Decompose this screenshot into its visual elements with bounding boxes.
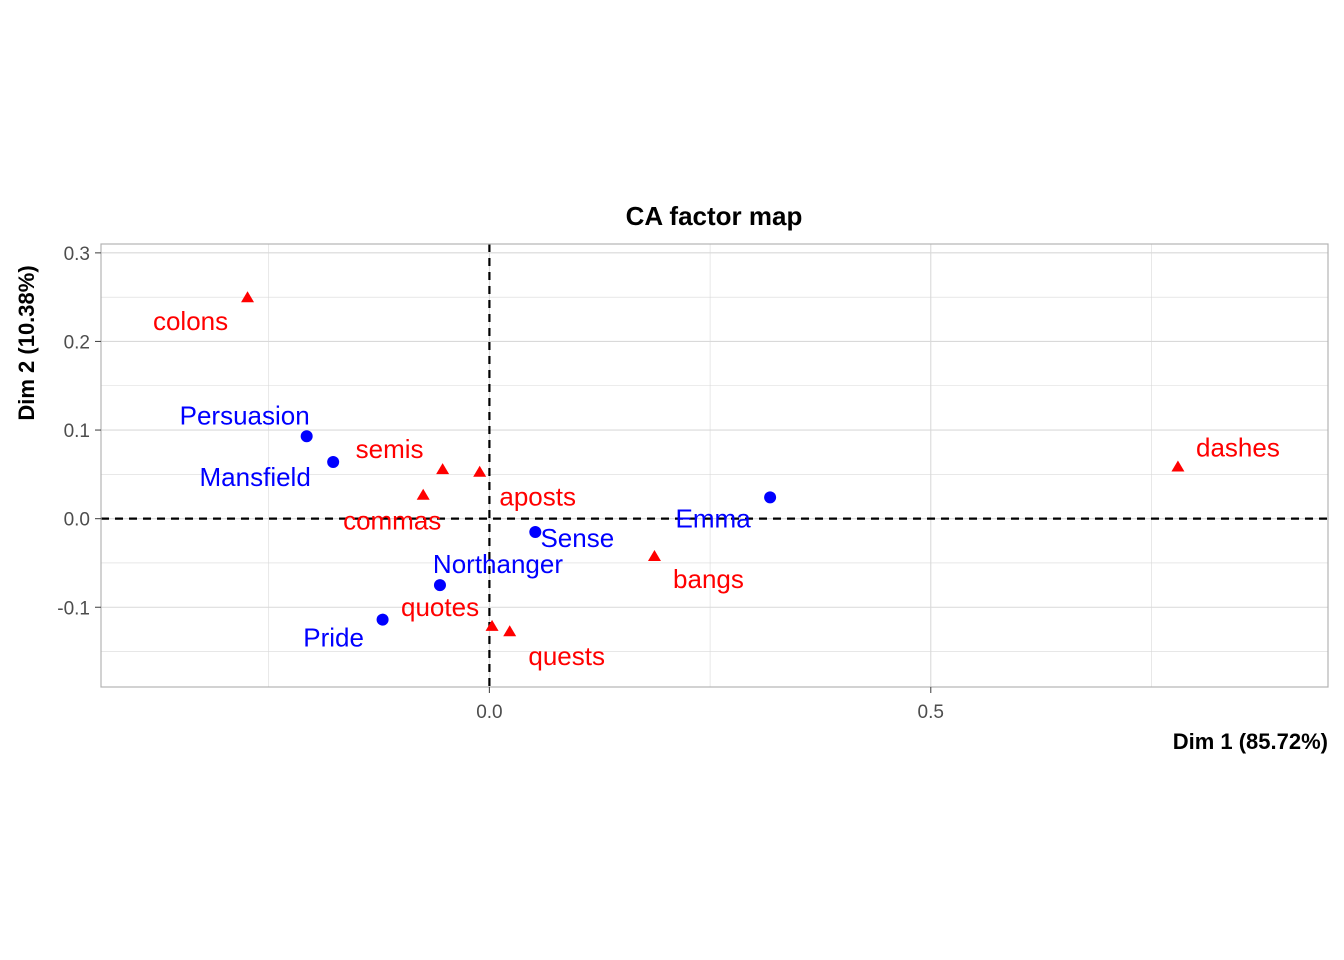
label-emma: Emma <box>676 503 752 533</box>
label-persuasion: Persuasion <box>180 400 310 430</box>
data-markers <box>241 291 1185 637</box>
point-pride <box>376 613 389 626</box>
y-tick-label: -0.1 <box>57 598 90 619</box>
y-tick-label: 0.1 <box>64 421 90 442</box>
axis-ticks: 0.0 0.5 -0.1 0.0 0.1 0.2 0.3 <box>57 244 944 723</box>
point-emma <box>764 491 777 504</box>
label-quotes: quotes <box>401 592 479 622</box>
x-tick-label: 0.0 <box>476 702 502 723</box>
label-mansfield: Mansfield <box>200 462 311 492</box>
label-aposts: aposts <box>499 482 576 512</box>
point-semis <box>436 463 450 475</box>
point-dashes <box>1171 460 1185 472</box>
chart-title: CA factor map <box>626 201 803 231</box>
y-tick-label: 0.2 <box>64 332 90 353</box>
point-persuasion <box>300 430 313 443</box>
y-tick-label: 0.3 <box>64 244 90 265</box>
point-quests <box>503 625 517 637</box>
reference-lines <box>101 244 1328 687</box>
point-sense <box>529 525 542 538</box>
label-commas: commas <box>343 506 441 536</box>
label-quests: quests <box>528 641 605 671</box>
point-bangs <box>647 549 661 561</box>
x-axis-title: Dim 1 (85.72%) <box>1173 729 1328 754</box>
point-mansfield <box>327 455 340 468</box>
label-colons: colons <box>153 306 228 336</box>
label-bangs: bangs <box>673 564 744 594</box>
label-pride: Pride <box>303 623 364 653</box>
y-tick-label: 0.0 <box>64 510 90 531</box>
label-northanger: Northanger <box>433 549 563 579</box>
x-tick-label: 0.5 <box>918 702 944 723</box>
point-aposts <box>473 465 487 477</box>
point-colons <box>241 291 255 303</box>
label-semis: semis <box>356 434 424 464</box>
label-dashes: dashes <box>1196 432 1280 462</box>
label-sense: Sense <box>540 523 614 553</box>
point-quotes <box>485 619 499 631</box>
y-axis-title: Dim 2 (10.38%) <box>14 265 39 420</box>
point-northanger <box>433 579 446 592</box>
minor-gridlines <box>101 244 1328 687</box>
panel-border <box>100 243 1329 688</box>
point-commas <box>416 488 430 500</box>
